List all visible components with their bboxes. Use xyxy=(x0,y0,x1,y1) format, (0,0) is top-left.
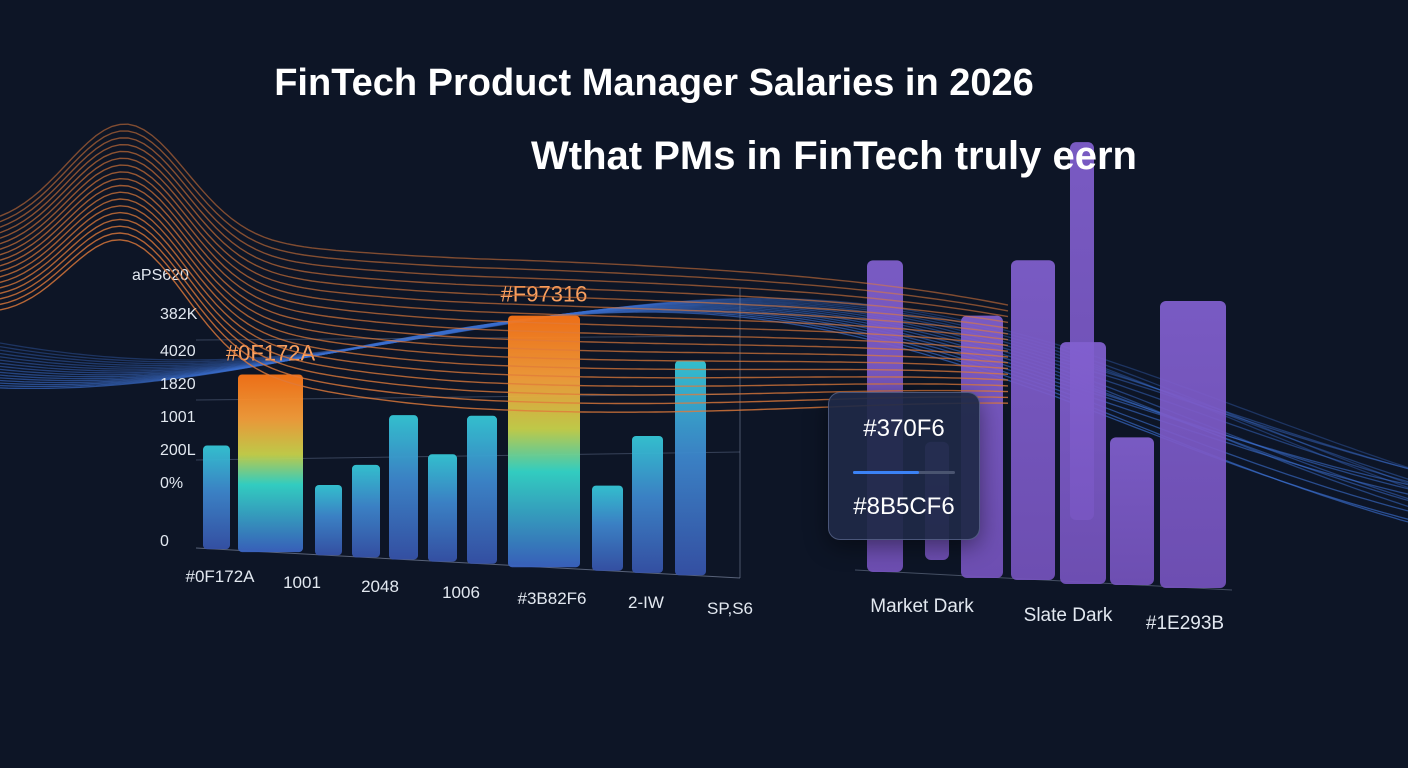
orange-wave-line xyxy=(0,184,1009,358)
x-tick-label: 1006 xyxy=(442,583,480,602)
x-tick-label: #3B82F6 xyxy=(518,589,587,608)
orange-wave-line xyxy=(0,164,1009,341)
orange-wave-line xyxy=(0,171,1009,347)
orange-wave-line xyxy=(0,137,1009,318)
bar xyxy=(508,315,580,568)
bar xyxy=(428,454,457,562)
tooltip-progress-fill xyxy=(853,471,920,474)
bar xyxy=(1060,342,1106,584)
orange-wave-line xyxy=(0,198,1009,370)
orange-wave-line xyxy=(0,130,1009,312)
bar xyxy=(389,415,418,560)
tooltip-top-label: #370F6 xyxy=(863,415,945,442)
x-axis-line xyxy=(195,547,741,579)
tooltip-progress-track xyxy=(853,471,955,474)
orange-wave-line xyxy=(0,218,1009,387)
x-tick-label: #0F172A xyxy=(186,567,256,586)
orange-wave-line xyxy=(0,191,1009,364)
bar xyxy=(467,415,497,564)
x-tick-label: 2048 xyxy=(361,577,399,596)
x-tick-label: 1001 xyxy=(283,573,321,592)
orange-wave-line xyxy=(0,123,1009,306)
bar xyxy=(1110,437,1154,585)
bar-data-label: #F97316 xyxy=(501,282,588,307)
tooltip-bottom-label: #8B5CF6 xyxy=(853,493,955,520)
bar xyxy=(1160,301,1226,588)
bar xyxy=(238,374,303,553)
color-tooltip: #370F6 #8B5CF6 xyxy=(828,392,980,540)
y-tick-label: 382K xyxy=(160,306,198,323)
y-tick-label: aPS620 xyxy=(132,267,189,284)
bar xyxy=(1011,260,1055,580)
orange-wave-line xyxy=(0,211,1009,381)
chart-subtitle: Wthat PMs in FinTech truly eern xyxy=(531,134,1137,178)
bar xyxy=(675,360,706,576)
bar xyxy=(352,464,380,558)
y-tick-label: 4020 xyxy=(160,343,196,360)
y-tick-label: 0 xyxy=(160,533,169,550)
orange-wave-line xyxy=(0,177,1009,352)
y-tick-label: 0% xyxy=(160,475,183,492)
y-tick-label: 1001 xyxy=(160,409,196,426)
orange-wave-line xyxy=(0,157,1009,335)
bar xyxy=(203,445,230,550)
x-tick-label: SP,S6 xyxy=(707,599,753,618)
orange-wave-line xyxy=(0,143,1009,324)
bar xyxy=(632,435,663,573)
left-bar-chart: 0 0% 200L 1001 1820 4020 382K aPS620 #0F172A #F97… xyxy=(132,267,753,618)
y-tick-label: 1820 xyxy=(160,376,196,393)
bar xyxy=(592,485,623,571)
chart-title: FinTech Product Manager Salaries in 2026 xyxy=(274,62,1034,104)
bar xyxy=(315,485,342,556)
orange-wave-line xyxy=(0,225,1009,396)
x-tick-label: #1E293B xyxy=(1146,613,1224,634)
x-tick-label: 2-IW xyxy=(628,593,664,612)
right-bar-chart: Market Dark Slate Dark #1E293B xyxy=(854,142,1233,634)
x-tick-label: Slate Dark xyxy=(1024,605,1113,626)
foreground-wave-lines xyxy=(0,123,1009,413)
x-tick-label: Market Dark xyxy=(870,596,974,617)
orange-wave-line xyxy=(0,150,1009,329)
y-tick-label: 200L xyxy=(160,442,196,459)
orange-wave-line xyxy=(0,205,1009,375)
